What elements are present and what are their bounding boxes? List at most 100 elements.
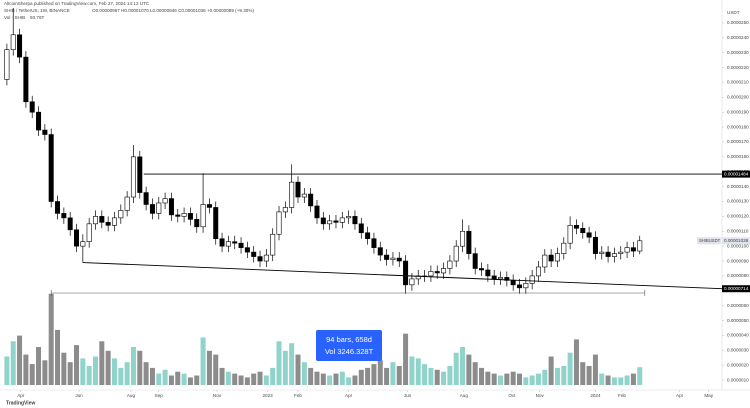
candle-body (358, 223, 364, 234)
volume-bar (535, 373, 541, 385)
volume-bar (36, 347, 42, 385)
volume-bar (377, 360, 383, 385)
y-tick-label: 0.0000060 (727, 303, 749, 308)
volume-bar (130, 347, 136, 385)
volume-bar (143, 362, 149, 385)
volume-bar (4, 356, 10, 385)
candle-body (460, 230, 466, 247)
candle-body (86, 223, 92, 242)
candle-body (352, 216, 358, 225)
candle-body (289, 181, 295, 208)
candle-body (447, 260, 453, 269)
volume-bar (194, 375, 200, 385)
volume-bar (516, 373, 522, 385)
volume-bar (219, 367, 225, 385)
volume-bar (346, 377, 352, 385)
volume-bar (498, 375, 504, 385)
y-tick-label: 0.0000190 (727, 109, 749, 114)
candle-body (270, 233, 276, 256)
volume-bar (523, 377, 529, 385)
volume-bar (225, 371, 231, 385)
candle-body (535, 266, 541, 277)
candle-body (263, 254, 269, 262)
volume-bar (10, 341, 16, 385)
volume-bar (384, 367, 390, 385)
volume-bar (554, 367, 560, 385)
candle-body (187, 213, 193, 220)
candle-body (434, 271, 440, 274)
volume-bar (396, 366, 402, 385)
candle-body (111, 217, 117, 226)
y-tick-label: 0.0000010 (727, 377, 749, 382)
candle-body (586, 232, 592, 238)
volume-bar (48, 293, 54, 385)
volume-bar (86, 366, 92, 385)
candle-body (175, 214, 181, 217)
candle-body (232, 241, 238, 244)
volume-bar (263, 375, 269, 385)
candle-body (542, 254, 548, 268)
candle-body (485, 269, 491, 277)
candle-body (194, 219, 200, 228)
volume-bar (561, 366, 567, 385)
volume-bar (74, 345, 80, 385)
candle-body (251, 251, 257, 257)
x-tick-label: Nov (536, 393, 545, 398)
x-tick-label: Apr (345, 393, 353, 398)
x-tick-label: Aug (460, 393, 469, 398)
y-tick-label: 0.0000040 (727, 333, 749, 338)
support-line (82, 262, 723, 290)
volume-bar (80, 358, 86, 385)
volume-bar (17, 335, 23, 385)
candle-body (561, 242, 567, 254)
candle-body (48, 134, 54, 202)
candle-body (168, 198, 174, 216)
volume-bar (504, 373, 510, 385)
volume-bar (453, 352, 459, 385)
y-tick-label: 0.0000230 (727, 50, 749, 55)
x-tick-label: May (704, 393, 713, 398)
candle-body (61, 213, 67, 219)
volume-bar (327, 375, 333, 385)
x-tick-label: Jun (75, 393, 83, 398)
volume-bar (187, 377, 193, 385)
candle-body (554, 253, 560, 262)
volume-bar (466, 354, 472, 385)
y-tick-label: 0.0000020 (727, 362, 749, 367)
candle-body (295, 181, 301, 198)
branding: TradingView (6, 400, 35, 406)
volume-bar (358, 369, 364, 385)
volume-bar (510, 371, 516, 385)
candle-body (36, 111, 42, 131)
candle-body (618, 251, 624, 254)
volume-bar (403, 333, 409, 385)
candle-body (213, 207, 219, 240)
volume-bar (624, 375, 630, 385)
candle-body (137, 156, 143, 193)
candle-body (42, 129, 48, 135)
level-label-box (722, 170, 750, 178)
volume-bar (390, 362, 396, 385)
volume-bar (447, 366, 453, 385)
candle-body (529, 275, 535, 284)
volume-bar (105, 350, 111, 385)
candle-body (510, 280, 516, 286)
candle-body (99, 216, 105, 223)
volume-bar (137, 350, 143, 385)
volume-bar (308, 367, 314, 385)
candle-body (630, 247, 636, 252)
candle-body (23, 56, 29, 103)
volume-bar (244, 377, 250, 385)
y-tick-label: 0.0000250 (727, 20, 749, 25)
candle-body (162, 198, 168, 204)
candle-body (428, 271, 434, 277)
volume-bar (428, 367, 434, 385)
candle-body (130, 156, 136, 198)
symbol: SHIB / TetherUS, 1W, BINANCE (4, 8, 70, 13)
volume-bar (441, 371, 447, 385)
candle-body (80, 241, 86, 247)
symbol-tag: SHIBUSDT (699, 238, 721, 243)
volume-bar (162, 369, 168, 385)
x-tick-label: Jun (404, 393, 412, 398)
volume-bar (333, 373, 339, 385)
